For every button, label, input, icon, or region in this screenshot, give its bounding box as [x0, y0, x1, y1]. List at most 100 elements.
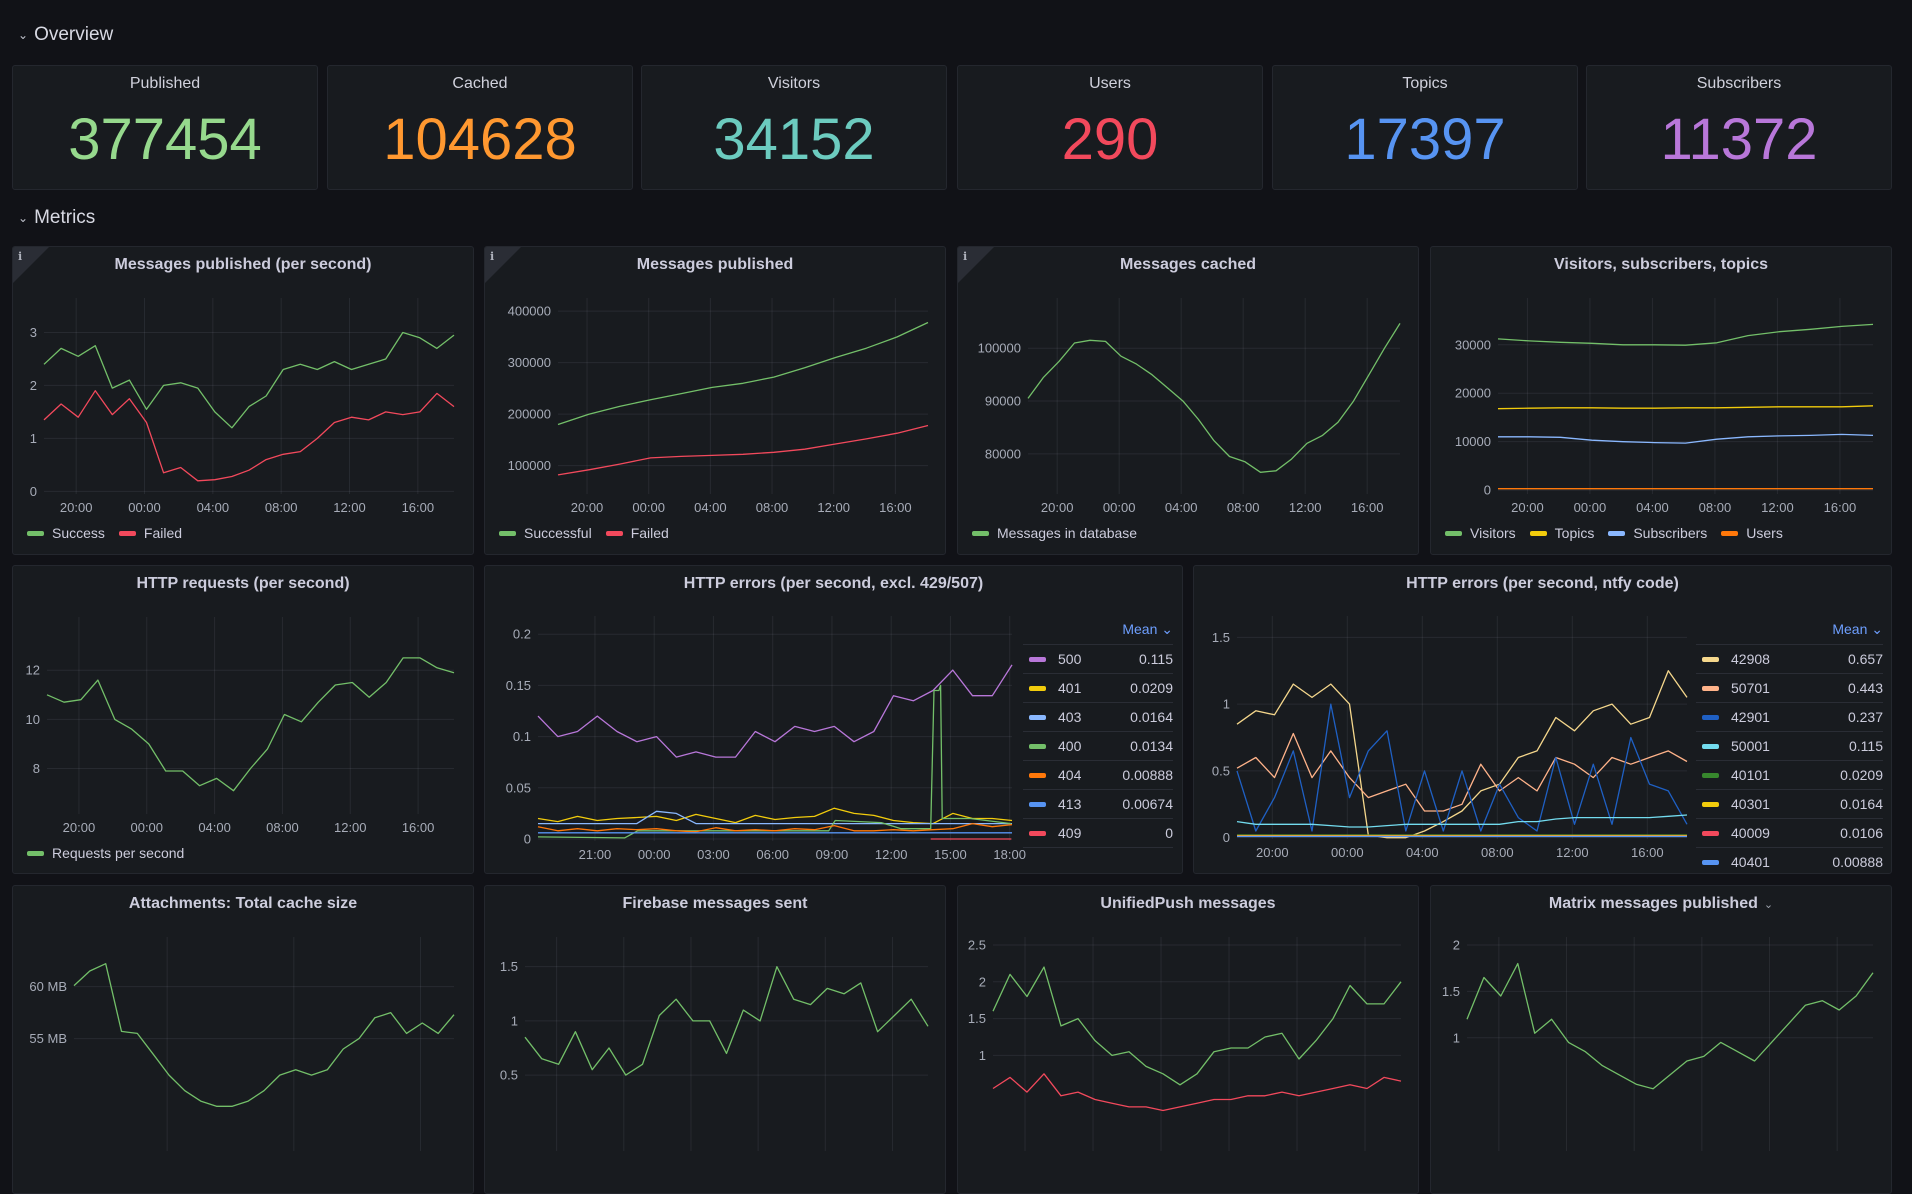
legend-row[interactable]: 42908 0.657	[1696, 645, 1883, 674]
series-line-0	[524, 966, 929, 1076]
legend-label: Topics	[1554, 525, 1595, 541]
x-tick-label: 12:00	[334, 820, 367, 835]
legend-label: Visitors	[1470, 525, 1516, 541]
legend-swatch	[1702, 859, 1719, 865]
y-tick-label: 0	[1223, 830, 1230, 845]
legend-item[interactable]: Failed	[605, 525, 669, 541]
legend-row[interactable]: 40301 0.0164	[1696, 790, 1883, 819]
y-tick-label: 2.5	[968, 938, 986, 953]
info-icon[interactable]: i	[485, 247, 521, 283]
chart[interactable]: 20:00 00:00 04:00 08:00 12:00 16:00 8 10 12	[13, 566, 473, 873]
legend-sort-mean[interactable]: Mean ⌄	[1023, 616, 1173, 645]
legend-row[interactable]: 400 0.0134	[1023, 732, 1173, 761]
legend-item[interactable]: Requests per second	[27, 845, 184, 861]
info-icon[interactable]: i	[958, 247, 994, 283]
x-tick-label: 12:00	[1289, 500, 1322, 515]
x-tick-label: 04:00	[1165, 500, 1198, 515]
chart[interactable]: 20:00 00:00 04:00 08:00 12:00 16:00 0 1 2 3	[13, 247, 473, 554]
legend-item[interactable]: Messages in database	[972, 525, 1137, 541]
legend-row[interactable]: 42901 0.237	[1696, 703, 1883, 732]
y-tick-label: 1	[1223, 697, 1230, 712]
legend-row[interactable]: 500 0.115	[1023, 645, 1173, 674]
chart[interactable]: 21:00 00:00 03:00 06:00 09:00 12:00 15:00 18:00…	[485, 566, 1182, 873]
legend-row[interactable]: 413 0.00674	[1023, 790, 1173, 819]
y-tick-label: 0.1	[513, 729, 531, 744]
chart[interactable]: 20:00 00:00 04:00 08:00 12:00 16:00 0 10000 2000…	[1431, 247, 1891, 554]
legend-row[interactable]: 50701 0.443	[1696, 674, 1883, 703]
legend-item[interactable]: Users	[1721, 525, 1783, 541]
stat-published[interactable]: Published 377454	[12, 65, 318, 190]
stat-users[interactable]: Users 290	[957, 65, 1263, 190]
stat-value: 34152	[713, 107, 875, 172]
legend-swatch	[1029, 714, 1046, 720]
x-tick-label: 06:00	[756, 847, 789, 862]
panel-unifiedpush-messages[interactable]: UnifiedPush messages 1 1.5 2 2.5	[957, 885, 1419, 1194]
legend-item[interactable]: Failed	[118, 525, 182, 541]
legend-sort-mean[interactable]: Mean ⌄	[1696, 616, 1883, 645]
panel-title: UnifiedPush messages	[1100, 895, 1276, 912]
chart[interactable]: 20:00 00:00 04:00 08:00 12:00 16:00 100000 2000…	[485, 247, 945, 554]
chart[interactable]: 1 1.5 2 2.5	[958, 886, 1418, 1193]
legend-label: 40301	[1731, 796, 1770, 812]
legend-row[interactable]: 40009 0.0106	[1696, 819, 1883, 848]
y-tick-label: 1	[979, 1048, 986, 1063]
x-tick-label: 12:00	[1761, 500, 1794, 515]
legend-item[interactable]: Success	[27, 525, 105, 541]
series-line-500	[537, 664, 1013, 758]
legend-swatch	[1721, 530, 1739, 536]
panel-firebase-messages[interactable]: Firebase messages sent 0.5 1 1.5	[484, 885, 946, 1194]
stat-topics[interactable]: Topics 17397	[1272, 65, 1578, 190]
panel-attachments-cache-size[interactable]: Attachments: Total cache size 55 MB 60 MB	[12, 885, 474, 1194]
legend-row[interactable]: 403 0.0164	[1023, 703, 1173, 732]
legend-item[interactable]: Successful	[499, 525, 592, 541]
panel-messages-published[interactable]: i Messages published 20:00 00:00 04:00 08:0…	[484, 246, 946, 555]
stat-value: 104628	[383, 107, 577, 172]
info-icon[interactable]: i	[13, 247, 49, 283]
panel-messages-per-second[interactable]: i Messages published (per second) 20:00 0…	[12, 246, 474, 555]
legend-swatch	[27, 850, 44, 856]
y-tick-label: 400000	[508, 304, 551, 319]
legend-row[interactable]: 409 0	[1023, 819, 1173, 848]
panel-http-requests[interactable]: HTTP requests (per second) 20:00 00:00 04:…	[12, 565, 474, 874]
legend-mean-value: 0.0209	[1840, 767, 1883, 783]
legend-swatch	[1702, 656, 1719, 662]
legend-item[interactable]: Topics	[1529, 525, 1595, 541]
x-tick-label: 16:00	[879, 500, 912, 515]
panel-visitors-subscribers-topics[interactable]: Visitors, subscribers, topics 20:00 00:00…	[1430, 246, 1892, 555]
legend-row[interactable]: 401 0.0209	[1023, 674, 1173, 703]
legend-swatch	[1029, 801, 1046, 807]
legend-item[interactable]: Visitors	[1445, 525, 1516, 541]
panel-messages-cached[interactable]: i Messages cached 20:00 00:00 04:00 08:00 12…	[957, 246, 1419, 555]
stat-visitors[interactable]: Visitors 34152	[641, 65, 947, 190]
stat-cached[interactable]: Cached 104628	[327, 65, 633, 190]
y-tick-label: 80000	[985, 446, 1021, 461]
panel-http-errors[interactable]: HTTP errors (per second, excl. 429/507) …	[484, 565, 1183, 874]
legend-row[interactable]: 40101 0.0209	[1696, 761, 1883, 790]
legend-item[interactable]: Subscribers	[1608, 525, 1707, 541]
x-tick-label: 16:00	[1351, 500, 1384, 515]
chart[interactable]: 20:00 00:00 04:00 08:00 12:00 16:00 80000 90000…	[958, 247, 1418, 554]
stat-value: 17397	[1344, 107, 1506, 172]
stat-subscribers[interactable]: Subscribers 11372	[1586, 65, 1892, 190]
legend-row[interactable]: 40401 0.00888	[1696, 848, 1883, 873]
legend-row[interactable]: 404 0.00888	[1023, 761, 1173, 790]
chart[interactable]: 20:00 00:00 04:00 08:00 12:00 16:00 0 0.5 1 1.5	[1194, 566, 1891, 873]
x-tick-label: 20:00	[1041, 500, 1074, 515]
x-tick-label: 12:00	[875, 847, 908, 862]
chart[interactable]: 11.52	[1431, 886, 1891, 1193]
legend-label: 40101	[1731, 767, 1770, 783]
x-tick-label: 08:00	[265, 500, 298, 515]
chart[interactable]: 55 MB 60 MB	[13, 886, 473, 1193]
chart[interactable]: 0.5 1 1.5	[485, 886, 945, 1193]
panel-matrix-messages[interactable]: Matrix messages published ⌄ 1 1.5 2	[1430, 885, 1892, 1194]
y-tick-label: 1.5	[968, 1011, 986, 1026]
legend-mean-value: 0.0209	[1130, 680, 1173, 696]
legend-row[interactable]: 50001 0.115	[1696, 732, 1883, 761]
y-tick-label: 20000	[1455, 386, 1491, 401]
panel-http-errors-ntfy-code[interactable]: HTTP errors (per second, ntfy code) 20:0…	[1193, 565, 1892, 874]
section-overview[interactable]: ⌄ Overview	[18, 24, 113, 46]
chevron-down-icon[interactable]: ⌄	[1763, 899, 1774, 911]
legend-label: 500	[1058, 651, 1082, 667]
section-metrics[interactable]: ⌄ Metrics	[18, 207, 95, 229]
x-tick-label: 12:00	[1556, 845, 1589, 860]
